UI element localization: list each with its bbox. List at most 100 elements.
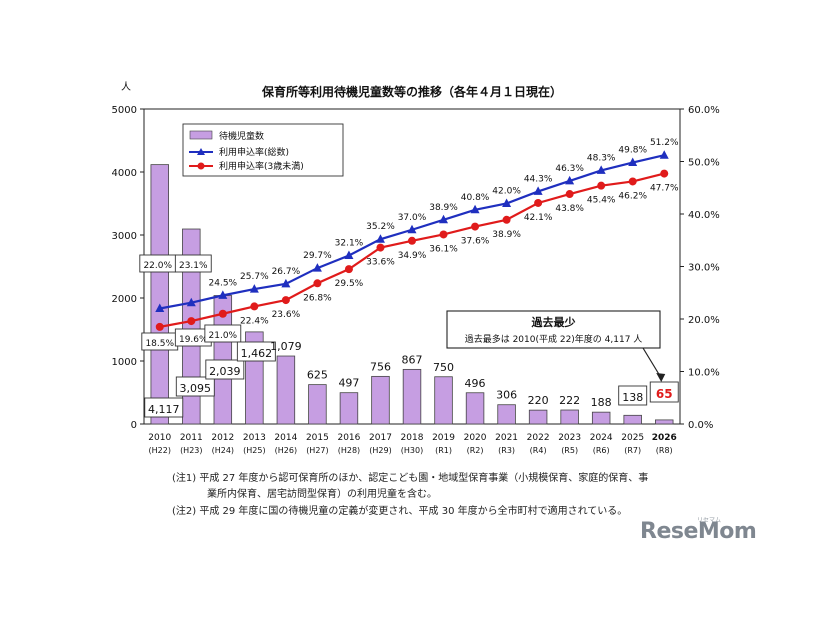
x-era-label: (H29) bbox=[369, 446, 391, 455]
under3-rate-label: 26.8% bbox=[303, 293, 332, 303]
note-2: (注2) 平成 29 年度に国の待機児童の定義が変更され、平成 30 年度から全… bbox=[172, 506, 628, 517]
x-tick-label: 2026 bbox=[652, 433, 677, 443]
bar-value-label: 1,079 bbox=[270, 340, 302, 353]
callout-arrow-line bbox=[642, 347, 662, 379]
total-rate-label: 38.9% bbox=[429, 203, 458, 213]
note-1-line-2: 業所内保育、居宅訪問型保育）の利用児童を含む。 bbox=[207, 489, 437, 500]
bar bbox=[655, 419, 674, 425]
x-era-label: (H24) bbox=[212, 446, 234, 455]
chart-title: 保育所等利用待機児童数等の推移（各年４月１日現在） bbox=[261, 84, 562, 99]
under3-rate-label: 23.6% bbox=[272, 310, 301, 320]
under3-rate-point bbox=[597, 181, 606, 190]
x-era-label: (R7) bbox=[624, 446, 641, 455]
total-rate-label: 26.7% bbox=[272, 267, 301, 277]
under3-rate-point bbox=[344, 265, 353, 274]
under3-rate-label: 37.6% bbox=[461, 237, 490, 247]
bar bbox=[182, 228, 201, 425]
legend-label-total: 利用申込率(総数) bbox=[219, 146, 289, 158]
bar bbox=[623, 414, 642, 425]
under3-rate-point bbox=[534, 198, 543, 207]
x-tick-label: 2011 bbox=[180, 433, 203, 443]
bar-value-label-box bbox=[175, 376, 215, 397]
bar-value-label-box bbox=[618, 385, 648, 406]
bar-value-label: 65 bbox=[656, 387, 673, 401]
bar-value-label: 1,462 bbox=[241, 347, 273, 360]
total-rate-label: 25.7% bbox=[240, 272, 269, 282]
under3-rate-point bbox=[439, 230, 448, 239]
bar-value-label: 138 bbox=[622, 391, 643, 404]
total-rate-label: 40.8% bbox=[461, 193, 490, 203]
bar bbox=[276, 355, 296, 425]
under3-rate-point bbox=[565, 190, 574, 199]
logo-subtext: リセマム bbox=[697, 517, 722, 524]
under3-rate-point bbox=[628, 177, 637, 186]
total-rate-label: 49.8% bbox=[618, 146, 647, 156]
bar bbox=[402, 368, 422, 425]
legend-marker-under3 bbox=[197, 162, 205, 170]
bar-value-label: 750 bbox=[433, 361, 454, 374]
bar bbox=[528, 409, 548, 425]
x-era-label: (H23) bbox=[180, 446, 202, 455]
total-rate-label-box bbox=[174, 254, 212, 273]
under3-rate-label: 36.1% bbox=[429, 244, 458, 254]
total-rate-point bbox=[533, 186, 543, 195]
total-rate-point bbox=[344, 250, 354, 259]
x-era-label: (R3) bbox=[498, 446, 515, 455]
under3-rate-point bbox=[471, 222, 480, 231]
legend-label-under3: 利用申込率(3歳未満) bbox=[219, 160, 304, 172]
bar-value-label: 3,095 bbox=[180, 382, 212, 395]
x-tick-label: 2020 bbox=[464, 433, 487, 443]
x-era-label: (R8) bbox=[656, 446, 673, 455]
under3-rate-label: 33.6% bbox=[366, 258, 395, 268]
x-era-label: (R2) bbox=[467, 446, 484, 455]
bar-value-label: 188 bbox=[591, 396, 612, 409]
y-left-tick-label: 1000 bbox=[112, 357, 137, 368]
total-rate-point bbox=[407, 224, 417, 234]
x-tick-label: 2017 bbox=[369, 433, 392, 443]
x-tick-label: 2014 bbox=[274, 433, 297, 443]
under3-rate-label: 46.2% bbox=[618, 191, 647, 201]
bar-value-label-box bbox=[649, 381, 679, 403]
x-era-label: (H26) bbox=[275, 446, 297, 455]
bar-value-label: 220 bbox=[528, 394, 549, 407]
bar bbox=[560, 409, 579, 425]
under3-rate-point bbox=[187, 317, 196, 326]
total-rate-point bbox=[249, 284, 259, 293]
y-right-tick-label: 10.0% bbox=[688, 368, 720, 379]
bar bbox=[465, 392, 485, 425]
bar-value-label: 222 bbox=[559, 394, 580, 407]
x-era-label: (R1) bbox=[435, 446, 452, 455]
bar-value-label-box bbox=[205, 359, 245, 380]
x-era-label: (H25) bbox=[243, 446, 265, 455]
bar-value-label: 756 bbox=[370, 360, 391, 373]
total-rate-point bbox=[218, 290, 228, 299]
bar bbox=[434, 376, 453, 425]
x-era-label: (H27) bbox=[306, 446, 328, 455]
chart: 保育所等利用待機児童数等の推移（各年４月１日現在） 人 0 1000 2000 3000 4… bbox=[112, 81, 720, 455]
total-rate-label: 44.3% bbox=[524, 174, 553, 184]
total-rate-point bbox=[312, 263, 322, 272]
legend-bar-swatch bbox=[189, 130, 213, 140]
y-right-tick-label: 20.0% bbox=[688, 315, 720, 326]
total-rate-label: 22.0% bbox=[143, 261, 172, 271]
total-rate-point bbox=[375, 234, 385, 243]
bar bbox=[591, 411, 611, 425]
y-left-tick-label: 3000 bbox=[112, 231, 137, 242]
bar-value-label: 2,039 bbox=[209, 365, 241, 378]
bar-value-label-box bbox=[144, 397, 184, 418]
x-tick-label: 2018 bbox=[401, 433, 424, 443]
total-rate-label: 48.3% bbox=[587, 153, 616, 163]
total-rate-point bbox=[281, 278, 291, 288]
under3-rate-point bbox=[155, 322, 164, 331]
total-rate-point bbox=[155, 303, 165, 312]
x-tick-label: 2022 bbox=[527, 433, 550, 443]
under3-rate-point bbox=[313, 279, 322, 288]
y-right-tick-label: 50.0% bbox=[688, 158, 720, 169]
total-rate-point bbox=[186, 297, 196, 307]
y-left-tick-label: 4000 bbox=[112, 168, 137, 179]
total-rate-label: 42.0% bbox=[492, 187, 521, 197]
under3-rate-point bbox=[660, 169, 669, 178]
under3-rate-point bbox=[376, 243, 385, 252]
y-left-tick-label: 5000 bbox=[112, 105, 137, 116]
x-tick-label: 2019 bbox=[432, 433, 455, 443]
